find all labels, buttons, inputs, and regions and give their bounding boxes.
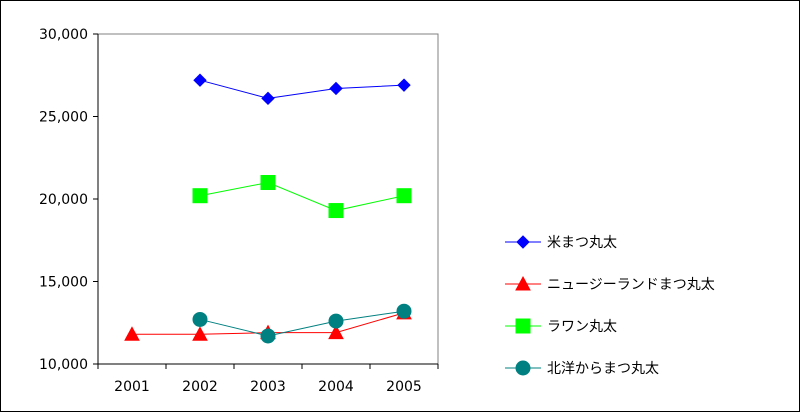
legend-label: 米まつ丸太	[547, 235, 617, 251]
series-circle	[192, 303, 412, 344]
series-layer	[124, 73, 412, 344]
legend-marker-circle	[515, 360, 531, 376]
x-tick-label: 2003	[250, 379, 286, 395]
x-axis: 2001 2002 2003 2004 2005	[97, 363, 439, 395]
legend-item: ラワン丸太	[505, 318, 617, 335]
data-point-circle	[260, 328, 276, 344]
data-point-triangle	[124, 326, 140, 341]
series-line	[199, 181, 405, 212]
legend-item: 米まつ丸太	[505, 235, 617, 251]
y-tick-label: 20,000	[39, 192, 88, 208]
data-point-square	[192, 188, 208, 204]
legend-marker-triangle	[515, 275, 531, 291]
legend-marker-diamond	[516, 235, 530, 249]
y-tick-label: 15,000	[39, 275, 88, 291]
series-line	[199, 310, 405, 337]
y-tick-label: 30,000	[39, 27, 88, 43]
legend-label: 北洋からまつ丸太	[547, 361, 659, 377]
x-tick-label: 2002	[182, 379, 218, 395]
data-point-square	[396, 188, 412, 204]
x-tick-label: 2001	[114, 379, 150, 395]
legend-label: ニュージーランドまつ丸太	[547, 277, 715, 293]
series-line	[199, 79, 405, 99]
data-point-circle	[396, 303, 412, 319]
data-point-triangle	[328, 324, 344, 340]
y-tick-label: 25,000	[39, 110, 88, 126]
series-square	[192, 175, 412, 219]
x-tick-label: 2004	[318, 379, 354, 395]
y-tick-label: 10,000	[39, 357, 88, 373]
data-point-circle	[328, 313, 344, 329]
data-point-diamond	[261, 91, 275, 106]
data-point-square	[260, 175, 276, 190]
plot-area	[97, 33, 439, 365]
y-axis: 10,000 15,000 20,000 25,000 30,000	[39, 27, 99, 373]
legend-marker-square	[515, 318, 531, 334]
series-diamond	[193, 73, 411, 106]
data-point-diamond	[193, 73, 207, 87]
legend-label: ラワン丸太	[547, 319, 617, 335]
data-point-square	[328, 203, 344, 219]
legend-item: ニュージーランドまつ丸太	[505, 275, 715, 293]
x-tick-label: 2005	[386, 379, 422, 395]
data-point-triangle	[192, 326, 208, 341]
legend-item: 北洋からまつ丸太	[505, 360, 659, 377]
data-point-diamond	[397, 78, 411, 92]
data-point-circle	[192, 311, 208, 327]
data-point-diamond	[329, 81, 343, 96]
